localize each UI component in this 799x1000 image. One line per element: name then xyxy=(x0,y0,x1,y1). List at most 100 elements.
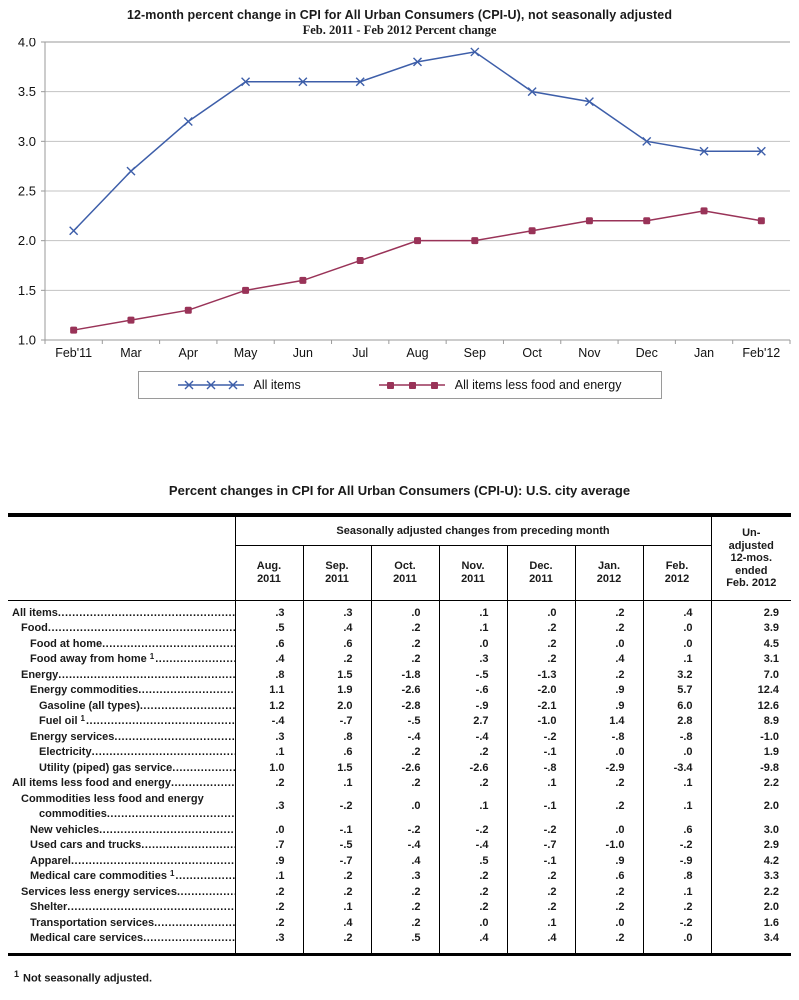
monthly-change-value: .2 xyxy=(370,915,439,931)
y-axis-label: 2.0 xyxy=(18,233,36,248)
table-row: Food.5.4.2.1.2.2.03.9 xyxy=(8,621,792,637)
row-label: All items less food and energy xyxy=(8,776,235,792)
month-column-header: Feb. 2012 xyxy=(642,545,712,601)
monthly-change-value: -.2 xyxy=(642,915,712,931)
monthly-change-value: .2 xyxy=(438,745,507,761)
monthly-change-value: .1 xyxy=(642,652,712,668)
table-row: Energy services.3.8-.4-.4-.2-.8-.8-1.0 xyxy=(8,729,792,745)
data-point-square-marker xyxy=(356,257,364,265)
table-row: Shelter.2.1.2.2.2.2.22.0 xyxy=(8,900,792,916)
data-point-x-marker xyxy=(756,146,766,156)
monthly-change-value: -.4 xyxy=(370,729,439,745)
monthly-change-value: -.2 xyxy=(506,822,575,838)
row-label: Medical care services xyxy=(8,931,235,954)
monthly-change-value: -.4 xyxy=(234,714,303,730)
monthly-change-value: .1 xyxy=(438,621,507,637)
table-row: Energy commodities1.11.9-2.6-.6-2.0.95.7… xyxy=(8,683,792,699)
month-column-header: Jan. 2012 xyxy=(574,545,643,601)
row-label: Gasoline (all types) xyxy=(8,699,235,715)
y-axis-label: 4.0 xyxy=(18,38,36,50)
monthly-change-value: 1.9 xyxy=(302,683,371,699)
monthly-change-value: .2 xyxy=(506,652,575,668)
monthly-change-value: .1 xyxy=(234,745,303,761)
monthly-change-value: -.9 xyxy=(438,698,507,714)
row-label: Apparel xyxy=(8,854,235,870)
row-label: Food away from home 1 xyxy=(8,652,235,668)
table-row: Food at home.6.6.2.0.2.0.04.5 xyxy=(8,636,792,652)
monthly-change-value: .2 xyxy=(506,884,575,900)
monthly-change-value: .6 xyxy=(302,745,371,761)
month-column-header: Oct. 2011 xyxy=(370,545,439,601)
monthly-change-value: .5 xyxy=(370,931,439,954)
monthly-change-value: 2.8 xyxy=(642,714,712,730)
monthly-change-value: -2.6 xyxy=(370,683,439,699)
annual-change-value: 2.2 xyxy=(710,776,792,792)
annual-change-value: 7.0 xyxy=(710,667,792,683)
row-label: Shelter xyxy=(8,900,235,916)
data-point-x-marker xyxy=(298,77,308,87)
x-axis-label: Mar xyxy=(120,346,142,360)
monthly-change-value: .4 xyxy=(370,853,439,869)
monthly-change-value: .6 xyxy=(642,822,712,838)
table-row: Gasoline (all types)1.22.0-2.8-.9-2.1.96… xyxy=(8,698,792,715)
annual-change-value: -1.0 xyxy=(710,729,792,745)
x-axis-label: Jun xyxy=(293,346,313,360)
monthly-change-value: .7 xyxy=(234,838,303,854)
data-point-square-marker xyxy=(643,217,651,225)
data-point-square-marker xyxy=(414,237,421,245)
data-point-square-marker xyxy=(528,227,536,235)
table-row: New vehicles.0-.1-.2-.2-.2.0.63.0 xyxy=(8,822,792,838)
table-row: Apparel.9-.7.4.5-.1.9-.94.2 xyxy=(8,853,792,870)
row-label: Electricity xyxy=(8,745,235,761)
table-row: Electricity.1.6.2.2-.1.0.01.9 xyxy=(8,745,792,761)
annual-change-value: 2.0 xyxy=(710,900,792,916)
monthly-change-value: -2.9 xyxy=(574,760,643,776)
monthly-change-value: .0 xyxy=(642,931,712,954)
monthly-change-value: .2 xyxy=(234,900,303,916)
table-row: Energy.81.5-1.8-.5-1.3.23.27.0 xyxy=(8,667,792,683)
data-point-x-marker xyxy=(241,77,251,87)
annual-change-value: 3.0 xyxy=(710,822,792,838)
footnote-text: Not seasonally adjusted. xyxy=(23,972,152,985)
monthly-change-value: .0 xyxy=(642,636,712,652)
monthly-change-value: .2 xyxy=(234,776,303,792)
monthly-change-value: .2 xyxy=(302,652,371,668)
row-label: Services less energy services xyxy=(8,885,235,901)
monthly-change-value: -.1 xyxy=(302,822,371,838)
monthly-change-value: .2 xyxy=(642,900,712,916)
annual-change-value: 3.1 xyxy=(710,652,792,668)
monthly-change-value: .2 xyxy=(370,776,439,792)
monthly-change-value: .2 xyxy=(574,776,643,792)
monthly-change-value: .0 xyxy=(506,600,575,621)
monthly-change-value: -.4 xyxy=(438,729,507,745)
cpi-table: Seasonally adjusted changes from precedi… xyxy=(8,513,792,956)
annual-change-value: 2.2 xyxy=(710,884,792,900)
monthly-change-value: .4 xyxy=(302,915,371,931)
month-column-header: Aug. 2011 xyxy=(234,545,303,601)
monthly-change-value: 1.5 xyxy=(302,760,371,776)
monthly-change-value: -.1 xyxy=(506,791,575,823)
monthly-change-value: .0 xyxy=(574,745,643,761)
x-axis-label: Jan xyxy=(694,346,714,360)
row-label: Energy commodities xyxy=(8,683,235,699)
monthly-change-value: .6 xyxy=(574,869,643,885)
monthly-change-value: -2.8 xyxy=(370,698,439,714)
table-row: Medical care services.3.2.5.4.4.2.03.4 xyxy=(8,931,792,954)
monthly-change-value: .8 xyxy=(642,869,712,885)
monthly-change-value: .2 xyxy=(574,900,643,916)
monthly-change-value: 2.0 xyxy=(302,698,371,714)
chart-subtitle: Feb. 2011 - Feb 2012 Percent change xyxy=(302,23,497,37)
data-point-x-marker xyxy=(642,136,652,146)
monthly-change-value: .0 xyxy=(574,636,643,652)
monthly-change-value: 3.2 xyxy=(642,667,712,683)
annual-change-value: 3.4 xyxy=(710,931,792,954)
monthly-change-value: .2 xyxy=(438,884,507,900)
monthly-change-value: -.2 xyxy=(506,729,575,745)
monthly-change-value: .0 xyxy=(642,745,712,761)
monthly-change-value: .9 xyxy=(574,698,643,714)
y-axis-label: 3.0 xyxy=(18,134,36,149)
annual-change-value: 1.9 xyxy=(710,745,792,761)
monthly-change-value: .4 xyxy=(438,931,507,954)
monthly-change-value: 1.0 xyxy=(234,760,303,776)
